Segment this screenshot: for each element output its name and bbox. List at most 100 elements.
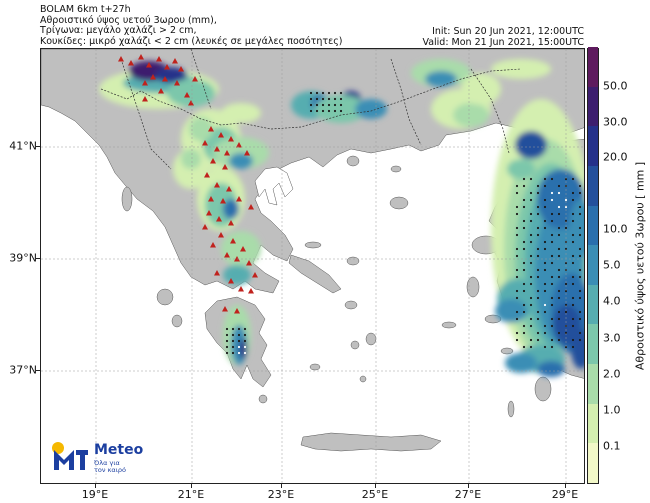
small-hail-dot [231, 351, 235, 355]
small-hail-dot [237, 333, 241, 337]
small-hail-dot [522, 261, 526, 265]
precip-cell [315, 95, 367, 123]
large-hail-triangle [162, 76, 168, 82]
small-hail-dot [550, 177, 554, 181]
large-hail-triangle [236, 196, 242, 202]
init-time: Init: Sun 20 Jun 2021, 12:00UTC [432, 26, 584, 37]
small-hail-dot [515, 233, 519, 237]
small-hail-dot [536, 310, 540, 314]
small-hail-dot [543, 205, 547, 209]
small-hail-dot [578, 338, 582, 342]
large-hail-triangle [252, 272, 258, 278]
small-hail-dot [571, 324, 575, 328]
small-hail-dot [557, 184, 561, 188]
small-hail-dot [557, 317, 561, 321]
small-hail-dot [529, 296, 533, 300]
small-hail-dot [529, 261, 533, 265]
precip-cell [495, 299, 527, 323]
precip-cell [507, 159, 535, 179]
large-hail-triangle [230, 238, 236, 244]
zakynthos [171, 314, 183, 328]
small-hail-dot [536, 247, 540, 251]
large-hail-triangle [202, 224, 208, 230]
small-hail-dot [578, 310, 582, 314]
small-hail-dot [557, 275, 561, 279]
large-hail-triangles [118, 54, 258, 314]
samothraki [390, 165, 402, 173]
run-times: Init: Sun 20 Jun 2021, 12:00UTC Valid: M… [422, 26, 584, 48]
large-hail-triangle [128, 60, 134, 66]
colorbar-label: 0.1 [603, 439, 621, 453]
x-tick-27e: 27°E [454, 488, 482, 501]
precip-cell [537, 361, 565, 377]
logo-tagline-2: τον καιρό [94, 466, 127, 474]
cyclades-andros [344, 300, 358, 310]
small-hail-dot [536, 331, 540, 335]
x-tick-19e: 19°E [81, 488, 109, 501]
large-hail-triangle [248, 288, 254, 294]
small-hail-dot [571, 254, 575, 258]
colorbar-segment [588, 284, 598, 325]
small-hail-dot [529, 198, 533, 202]
graticule [41, 49, 584, 483]
precip-cell [181, 149, 201, 169]
map-canvas [41, 49, 584, 483]
precip-cell [239, 339, 247, 359]
small-hail-dot [522, 289, 526, 293]
colorbar-segment [588, 442, 598, 483]
large-hail-triangle [226, 186, 232, 192]
large-hail-triangle [236, 142, 242, 148]
large-hail-triangle [228, 220, 234, 226]
large-hail-triangle [208, 126, 214, 132]
logo-tagline: Όλα για τον καιρό [94, 460, 126, 474]
y-tick-37n: 37°N [9, 363, 37, 377]
small-hail-dot [571, 282, 575, 286]
small-hail-dot [309, 97, 313, 101]
small-hail-dot [515, 205, 519, 209]
small-hail-dot [339, 103, 343, 107]
small-hail-dot [522, 226, 526, 230]
large-hail-triangle [246, 260, 252, 266]
small-hail-dot [571, 296, 575, 300]
x-tick-mark [281, 484, 282, 488]
small-hail-dot [550, 338, 554, 342]
small-hail-dot [529, 240, 533, 244]
small-hail-dot [309, 103, 313, 107]
small-hail-dot [536, 275, 540, 279]
small-hail-dot [536, 338, 540, 342]
crete [300, 432, 442, 452]
small-hail-dot [543, 310, 547, 314]
small-hail-dot [529, 345, 533, 349]
small-hail-dot [557, 205, 561, 209]
small-hail-dot [578, 254, 582, 258]
small-hail-dot [315, 109, 319, 113]
precip-cell [229, 153, 253, 169]
x-tick-mark [95, 484, 96, 488]
small-hail-dot [231, 333, 235, 337]
colorbar-label: 2.0 [603, 367, 621, 381]
small-hail-dot [237, 345, 241, 349]
small-hail-dot [327, 103, 331, 107]
small-hail-dot [536, 317, 540, 321]
chalkidiki [254, 166, 294, 206]
small-hail-dot [522, 324, 526, 328]
small-hail-dot [564, 226, 568, 230]
large-hail-triangle [118, 56, 124, 62]
small-hail-dot [333, 103, 337, 107]
small-hail-dot [339, 109, 343, 113]
large-hail-triangle [216, 216, 222, 222]
skyros [346, 256, 360, 266]
precip-cell [461, 73, 501, 105]
x-tick-mark [191, 484, 192, 488]
small-hail-dot [557, 268, 561, 272]
small-hail-dot [529, 303, 533, 307]
small-hail-dot [557, 191, 561, 195]
small-hail-dot [564, 205, 568, 209]
small-hail-dot [243, 333, 247, 337]
small-hail-dot [315, 103, 319, 107]
small-hail-dot [571, 219, 575, 223]
logo-name: Meteo [94, 442, 144, 458]
small-hail-dot [327, 109, 331, 113]
small-hail-dot [225, 345, 229, 349]
small-hail-dot [571, 317, 575, 321]
